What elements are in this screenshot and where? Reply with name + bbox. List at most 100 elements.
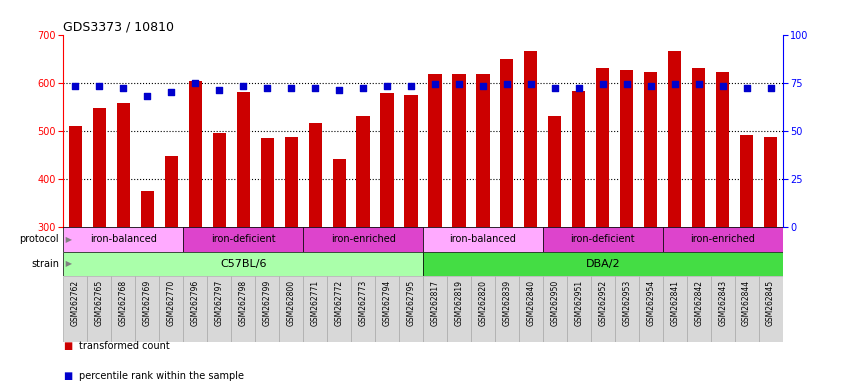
Text: GSM262794: GSM262794 (382, 280, 392, 326)
Point (356, 85, 370, 91)
Bar (740, 135, 753, 227)
Text: iron-balanced: iron-balanced (90, 234, 157, 244)
Text: C57BL/6: C57BL/6 (220, 259, 266, 269)
Bar (476, 74, 490, 227)
Bar (687, 276, 711, 342)
Bar (668, 51, 681, 227)
Bar (428, 74, 442, 227)
Point (404, 83, 418, 89)
Point (572, 85, 585, 91)
Bar (261, 138, 274, 227)
Text: ■: ■ (63, 371, 73, 381)
Text: GSM262843: GSM262843 (718, 280, 727, 326)
Bar (644, 71, 657, 227)
Bar (615, 276, 639, 342)
Text: percentile rank within the sample: percentile rank within the sample (79, 371, 244, 381)
Bar (332, 159, 346, 227)
Text: iron-deficient: iron-deficient (211, 234, 276, 244)
Text: GSM262820: GSM262820 (479, 280, 487, 326)
Point (212, 87, 226, 93)
Bar (711, 276, 734, 342)
Bar (375, 276, 399, 342)
Bar (423, 227, 543, 252)
Text: GSM262845: GSM262845 (766, 280, 775, 326)
Bar (309, 123, 321, 227)
Point (140, 93, 154, 99)
Text: iron-enriched: iron-enriched (690, 234, 755, 244)
Text: GSM262773: GSM262773 (359, 280, 367, 326)
Text: GSM262770: GSM262770 (167, 280, 176, 326)
Text: GSM262797: GSM262797 (215, 280, 223, 326)
Bar (63, 276, 87, 342)
Point (476, 83, 490, 89)
Bar (184, 227, 303, 252)
Text: ■: ■ (63, 341, 73, 351)
Text: GDS3373 / 10810: GDS3373 / 10810 (63, 20, 174, 33)
Text: GSM262844: GSM262844 (742, 280, 751, 326)
Point (452, 81, 465, 88)
Point (284, 85, 298, 91)
Point (548, 85, 562, 91)
Bar (231, 276, 255, 342)
Text: GSM262772: GSM262772 (335, 280, 343, 326)
Bar (495, 276, 519, 342)
Text: GSM262765: GSM262765 (95, 280, 104, 326)
Bar (591, 276, 615, 342)
Point (764, 85, 777, 91)
Bar (662, 227, 783, 252)
Bar (716, 73, 729, 227)
Text: GSM262952: GSM262952 (598, 280, 607, 326)
Bar (381, 93, 393, 227)
Bar (69, 126, 82, 227)
Bar (255, 276, 279, 342)
Bar (140, 190, 154, 227)
Text: GSM262953: GSM262953 (623, 280, 631, 326)
Point (667, 81, 681, 88)
Text: GSM262796: GSM262796 (191, 280, 200, 326)
Text: GSM262839: GSM262839 (503, 280, 511, 326)
Text: GSM262768: GSM262768 (119, 280, 128, 326)
Bar (662, 276, 687, 342)
Point (739, 85, 753, 91)
Bar (596, 68, 609, 227)
Bar (165, 157, 178, 227)
Bar (519, 276, 543, 342)
Bar (135, 276, 159, 342)
Bar (63, 252, 423, 276)
Bar (692, 68, 706, 227)
Bar (543, 227, 662, 252)
Text: GSM262951: GSM262951 (574, 280, 583, 326)
Bar (303, 227, 423, 252)
Point (92, 83, 106, 89)
Text: GSM262841: GSM262841 (670, 280, 679, 326)
Point (716, 83, 729, 89)
Text: iron-deficient: iron-deficient (570, 234, 635, 244)
Bar (399, 276, 423, 342)
Point (69, 83, 82, 89)
Text: ▶: ▶ (63, 260, 72, 268)
Text: GSM262799: GSM262799 (263, 280, 272, 326)
Text: GSM262762: GSM262762 (71, 280, 80, 326)
Bar (93, 108, 106, 227)
Point (428, 81, 442, 88)
Text: transformed count: transformed count (79, 341, 169, 351)
Bar (356, 116, 370, 227)
Point (189, 79, 202, 86)
Point (236, 83, 250, 89)
Point (380, 83, 393, 89)
Bar (548, 116, 562, 227)
Point (332, 87, 346, 93)
Bar (284, 137, 298, 227)
Bar (447, 276, 471, 342)
Bar (404, 94, 418, 227)
Bar (471, 276, 495, 342)
Point (308, 85, 321, 91)
Bar (764, 137, 777, 227)
Bar (423, 276, 447, 342)
Bar (327, 276, 351, 342)
Text: GSM262769: GSM262769 (143, 280, 151, 326)
Bar (184, 276, 207, 342)
Point (117, 85, 130, 91)
Text: GSM262950: GSM262950 (551, 280, 559, 326)
Text: GSM262771: GSM262771 (310, 280, 320, 326)
